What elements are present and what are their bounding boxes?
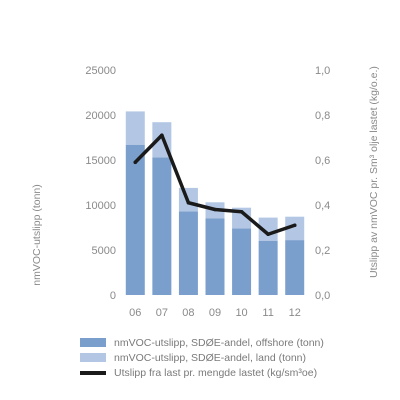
y-left-tick-label: 5000 [92, 245, 116, 257]
left-axis-ticks: 0 5000 10000 15000 20000 25000 [85, 65, 116, 302]
x-tick-label: 10 [235, 307, 247, 319]
y-right-tick-label: 0,0 [315, 290, 330, 302]
bar-offshore-12 [285, 240, 305, 295]
x-tick-label: 06 [129, 307, 141, 319]
legend-label-line: Utslipp fra last pr. mengde lastet (kg/s… [114, 366, 318, 379]
line-point-07 [160, 133, 164, 138]
legend-swatch-land [80, 353, 106, 362]
bar-land-11 [258, 217, 278, 241]
y-left-tick-label: 15000 [85, 155, 116, 167]
y-left-tick-label: 25000 [85, 65, 116, 77]
bars-group [125, 111, 305, 295]
line-point-10 [239, 209, 244, 214]
y-right-tick-label: 1,0 [315, 65, 330, 77]
legend-item-line: Utslipp fra last pr. mengde lastet (kg/s… [80, 365, 395, 380]
legend-item-land: nmVOC-utslipp, SDØE-andel, land (tonn) [80, 350, 395, 365]
legend: nmVOC-utslipp, SDØE-andel, offshore (ton… [80, 335, 395, 380]
legend-swatch-line [80, 370, 106, 375]
y-left-tick-label: 0 [110, 290, 116, 302]
line-point-12 [292, 223, 297, 228]
bar-offshore-09 [205, 218, 225, 295]
line-point-06 [133, 160, 138, 165]
line-layer [133, 133, 297, 237]
legend-label-offshore: nmVOC-utslipp, SDØE-andel, offshore (ton… [114, 336, 324, 349]
bar-offshore-11 [258, 241, 278, 295]
x-tick-label: 11 [262, 307, 273, 319]
bar-land-12 [285, 216, 305, 241]
line-point-08 [186, 200, 191, 205]
x-axis-ticks: 06 07 08 09 10 11 12 [129, 307, 301, 319]
y-right-tick-label: 0,8 [315, 110, 330, 122]
x-tick-label: 07 [156, 307, 168, 319]
legend-swatch-offshore [80, 338, 106, 347]
bar-offshore-06 [125, 144, 145, 295]
bar-land-06 [125, 111, 145, 145]
right-axis-ticks: 0,0 0,2 0,4 0,6 0,8 1,0 [315, 65, 330, 302]
line-point-11 [266, 232, 270, 237]
bar-offshore-08 [178, 211, 198, 295]
y-axis-right-label: Utslipp av nmVOC pr. Sm³ olje lastet (kg… [368, 66, 380, 278]
y-right-tick-label: 0,4 [315, 200, 330, 212]
legend-label-land: nmVOC-utslipp, SDØE-andel, land (tonn) [114, 351, 306, 364]
y-right-tick-label: 0,2 [315, 245, 330, 257]
x-tick-label: 09 [209, 307, 221, 319]
y-right-tick-label: 0,6 [315, 155, 330, 167]
y-axis-left-label: nmVOC-utslipp (tonn) [31, 184, 43, 286]
line-point-09 [213, 207, 217, 212]
legend-item-offshore: nmVOC-utslipp, SDØE-andel, offshore (ton… [80, 335, 395, 350]
bar-offshore-10 [232, 228, 252, 295]
x-tick-label: 08 [182, 307, 194, 319]
bar-offshore-07 [152, 157, 172, 295]
y-left-tick-label: 20000 [85, 110, 116, 122]
x-tick-label: 12 [289, 307, 301, 319]
y-left-tick-label: 10000 [85, 200, 116, 212]
